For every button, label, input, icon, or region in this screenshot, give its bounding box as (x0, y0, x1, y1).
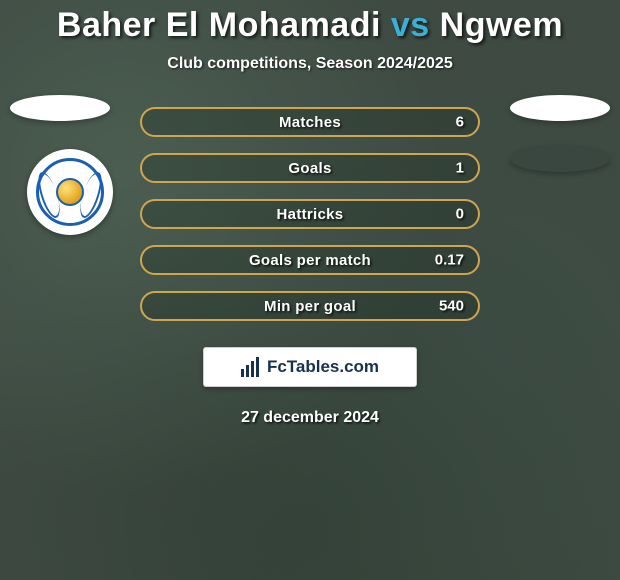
crest-laurels-icon (39, 161, 101, 223)
bar-chart-icon (241, 357, 261, 377)
page-title: Baher El Mohamadi vs Ngwem (57, 6, 563, 45)
stat-label: Hattricks (277, 206, 344, 223)
content-area: Baher El Mohamadi vs Ngwem Club competit… (0, 0, 620, 580)
stat-row-matches: Matches 6 (140, 107, 480, 137)
stat-label: Matches (279, 114, 341, 131)
stat-row-min-per-goal: Min per goal 540 (140, 291, 480, 321)
stat-value: 0.17 (435, 252, 464, 269)
stat-label: Goals (288, 160, 331, 177)
club-crest-inner (36, 158, 104, 226)
player2-name: Ngwem (440, 6, 563, 44)
stat-row-hattricks: Hattricks 0 (140, 199, 480, 229)
decorative-ellipse-left (10, 95, 110, 121)
stat-row-goals-per-match: Goals per match 0.17 (140, 245, 480, 275)
attribution-badge[interactable]: FcTables.com (203, 347, 417, 387)
stat-label: Goals per match (249, 252, 371, 269)
vs-text: vs (391, 6, 430, 44)
decorative-ellipse-right-2 (510, 146, 610, 172)
stat-value: 0 (456, 206, 464, 223)
decorative-ellipse-right-1 (510, 95, 610, 121)
subtitle: Club competitions, Season 2024/2025 (167, 55, 452, 73)
stat-value: 540 (439, 298, 464, 315)
player1-name: Baher El Mohamadi (57, 6, 381, 44)
stat-value: 6 (456, 114, 464, 131)
stat-value: 1 (456, 160, 464, 177)
stat-row-goals: Goals 1 (140, 153, 480, 183)
attribution-text: FcTables.com (267, 357, 379, 377)
club-crest (27, 149, 113, 235)
stat-label: Min per goal (264, 298, 356, 315)
stats-area: Matches 6 Goals 1 Hattricks 0 Goals per … (0, 107, 620, 321)
date-text: 27 december 2024 (241, 409, 379, 427)
